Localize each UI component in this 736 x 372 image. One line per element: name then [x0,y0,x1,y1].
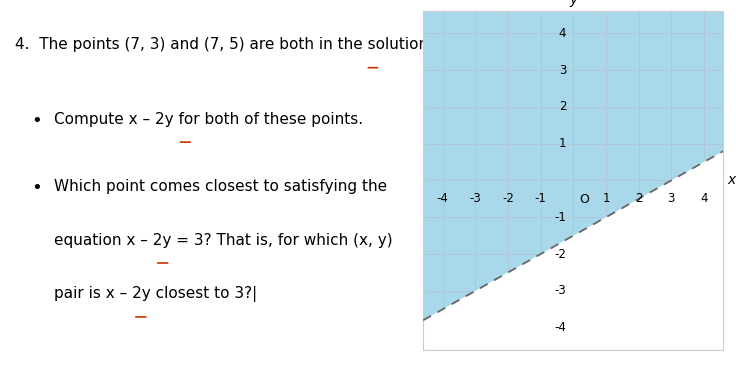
Text: -2: -2 [554,247,566,260]
Text: 4.  The points (7, 3) and (7, 5) are both in the solution region of the inequali: 4. The points (7, 3) and (7, 5) are both… [15,37,698,52]
Text: y: y [569,0,578,7]
Text: 3: 3 [559,64,566,77]
Text: -2: -2 [502,192,514,205]
Text: x: x [727,173,736,187]
Text: 3: 3 [668,192,675,205]
Text: 2: 2 [635,192,643,205]
Text: 1: 1 [559,137,566,150]
Text: -1: -1 [535,192,547,205]
Text: •: • [31,112,42,129]
Text: -4: -4 [437,192,449,205]
Text: -3: -3 [554,284,566,297]
Text: Which point comes closest to satisfying the: Which point comes closest to satisfying … [54,179,387,193]
Text: •: • [31,179,42,196]
Text: pair is x – 2y closest to 3?|: pair is x – 2y closest to 3?| [54,286,257,302]
Text: -3: -3 [470,192,481,205]
Text: 4: 4 [559,27,566,40]
Text: 1: 1 [602,192,609,205]
Text: -1: -1 [554,211,566,224]
Text: Compute x – 2y for both of these points.: Compute x – 2y for both of these points. [54,112,363,126]
Text: equation x – 2y = 3? That is, for which (x, y): equation x – 2y = 3? That is, for which … [54,232,392,247]
Text: 2: 2 [559,100,566,113]
Text: -4: -4 [554,321,566,334]
Text: 4: 4 [700,192,707,205]
Text: O: O [579,193,589,206]
